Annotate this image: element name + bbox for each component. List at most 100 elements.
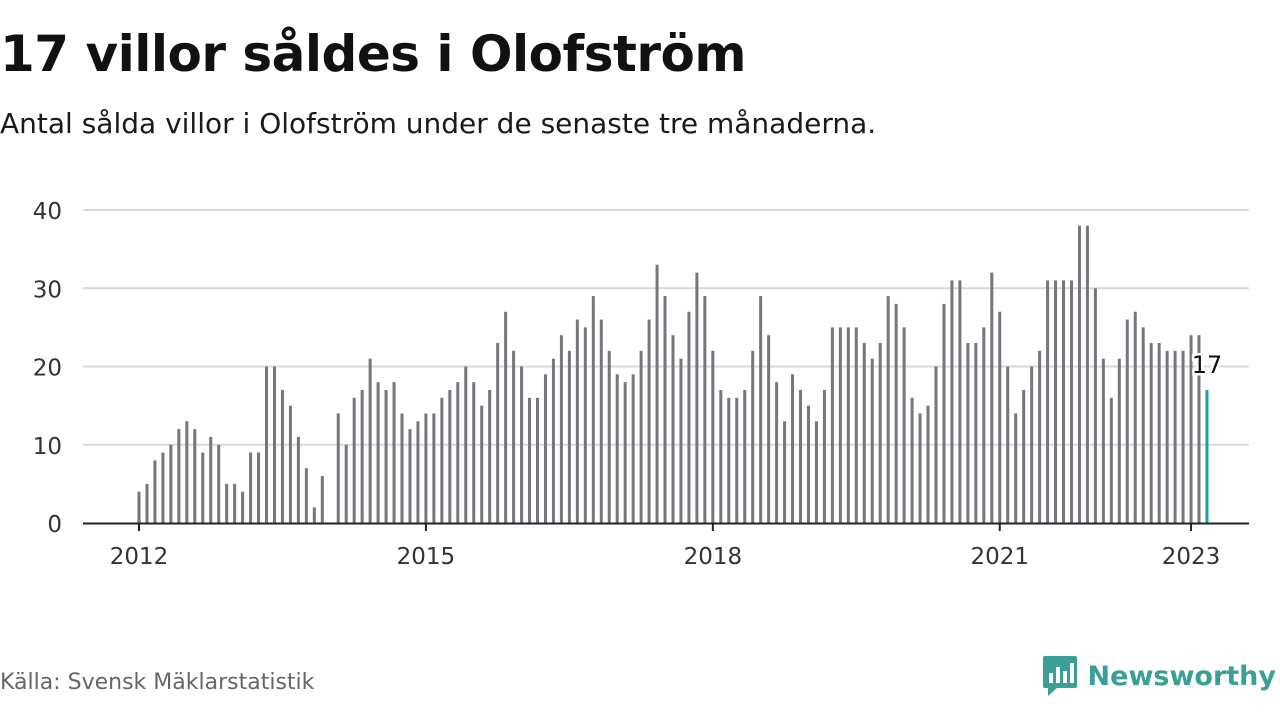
bar: [1125, 319, 1129, 523]
x-axis-ticks: 2012 2015 2018 2021 2023: [110, 523, 1221, 570]
bar: [599, 319, 603, 523]
bar: [392, 382, 396, 523]
bar: [1093, 288, 1097, 523]
brand-logo[interactable]: Newsworthy: [1042, 654, 1276, 698]
bar: [400, 413, 404, 523]
y-tick-label: 20: [33, 356, 62, 382]
bar: [480, 405, 484, 524]
bar: [926, 405, 930, 524]
bar: [575, 319, 579, 523]
bar: [384, 389, 388, 523]
bar: [982, 327, 986, 524]
y-tick-label: 30: [33, 277, 62, 303]
bar: [814, 421, 818, 523]
bar: [799, 389, 803, 523]
bar: [201, 452, 205, 523]
bar: [1109, 397, 1113, 523]
bar: [735, 397, 739, 523]
bar: [472, 382, 476, 523]
bar: [615, 374, 619, 523]
bar: [1014, 413, 1018, 523]
bar: [623, 382, 627, 523]
bar: [886, 296, 890, 523]
bar: [368, 358, 372, 523]
bar: [878, 343, 882, 523]
bar: [543, 374, 547, 523]
y-tick-label: 40: [33, 199, 62, 225]
x-tick-label: 2021: [970, 544, 1029, 570]
bar: [233, 483, 237, 524]
bar: [169, 444, 173, 523]
brand-name: Newsworthy: [1087, 660, 1276, 692]
bar: [751, 350, 755, 523]
y-axis-ticks: 0 10 20 30 40: [33, 199, 62, 538]
bar: [1038, 350, 1042, 523]
bar: [512, 350, 516, 523]
bar: [559, 335, 563, 523]
y-tick-label: 10: [33, 434, 62, 460]
x-tick-label: 2023: [1162, 544, 1221, 570]
x-tick-label: 2012: [110, 544, 169, 570]
bar: [344, 444, 348, 523]
bar: [376, 382, 380, 523]
bar: [655, 264, 659, 523]
bar: [894, 303, 898, 523]
bar: [185, 421, 189, 523]
last-value-label: 17: [1192, 351, 1223, 379]
bar: [551, 358, 555, 523]
bar: [910, 397, 914, 523]
bar: [711, 350, 715, 523]
bar: [1006, 366, 1010, 523]
bar: [631, 374, 635, 523]
bar: [647, 319, 651, 523]
bar: [966, 343, 970, 523]
source-note: Källa: Svensk Mäklarstatistik: [0, 670, 315, 695]
bar: [950, 280, 954, 523]
bar: [727, 397, 731, 523]
bar: [504, 311, 508, 523]
bar: [719, 389, 723, 523]
bar: [528, 397, 532, 523]
bar: [336, 413, 340, 523]
bar: [775, 382, 779, 523]
bar: [791, 374, 795, 523]
bar: [806, 405, 810, 524]
bar: [520, 366, 524, 523]
bar: [1189, 335, 1193, 523]
bar: [687, 311, 691, 523]
bar: [583, 327, 587, 524]
x-tick-label: 2015: [397, 544, 456, 570]
bar: [241, 491, 245, 523]
bar: [974, 343, 978, 523]
bar: [137, 491, 141, 523]
annotations: 17: [1189, 348, 1225, 381]
bar: [272, 366, 276, 523]
bar: [679, 358, 683, 523]
bar: [161, 452, 165, 523]
chart-title: 17 villor såldes i Olofström: [0, 25, 747, 83]
bar: [1030, 366, 1034, 523]
bar: [280, 389, 284, 523]
bar: [1149, 343, 1153, 523]
bar: [854, 327, 858, 524]
bar: [1077, 225, 1081, 523]
y-tick-label: 0: [47, 512, 62, 538]
x-tick-label: 2018: [684, 544, 743, 570]
bar: [304, 468, 308, 523]
bar: [743, 389, 747, 523]
chart-subtitle: Antal sålda villor i Olofström under de …: [0, 107, 877, 140]
bar: [265, 366, 269, 523]
bar: [1141, 327, 1145, 524]
bar: [934, 366, 938, 523]
bar: [225, 483, 229, 524]
bar: [432, 413, 436, 523]
bar: [536, 397, 539, 523]
bar: [958, 280, 962, 523]
bar: [352, 397, 356, 523]
bar: [703, 296, 707, 523]
bar: [145, 483, 149, 524]
bar: [1205, 389, 1209, 523]
bar: [1101, 358, 1105, 523]
bar: [496, 343, 500, 523]
bar: [591, 296, 595, 523]
